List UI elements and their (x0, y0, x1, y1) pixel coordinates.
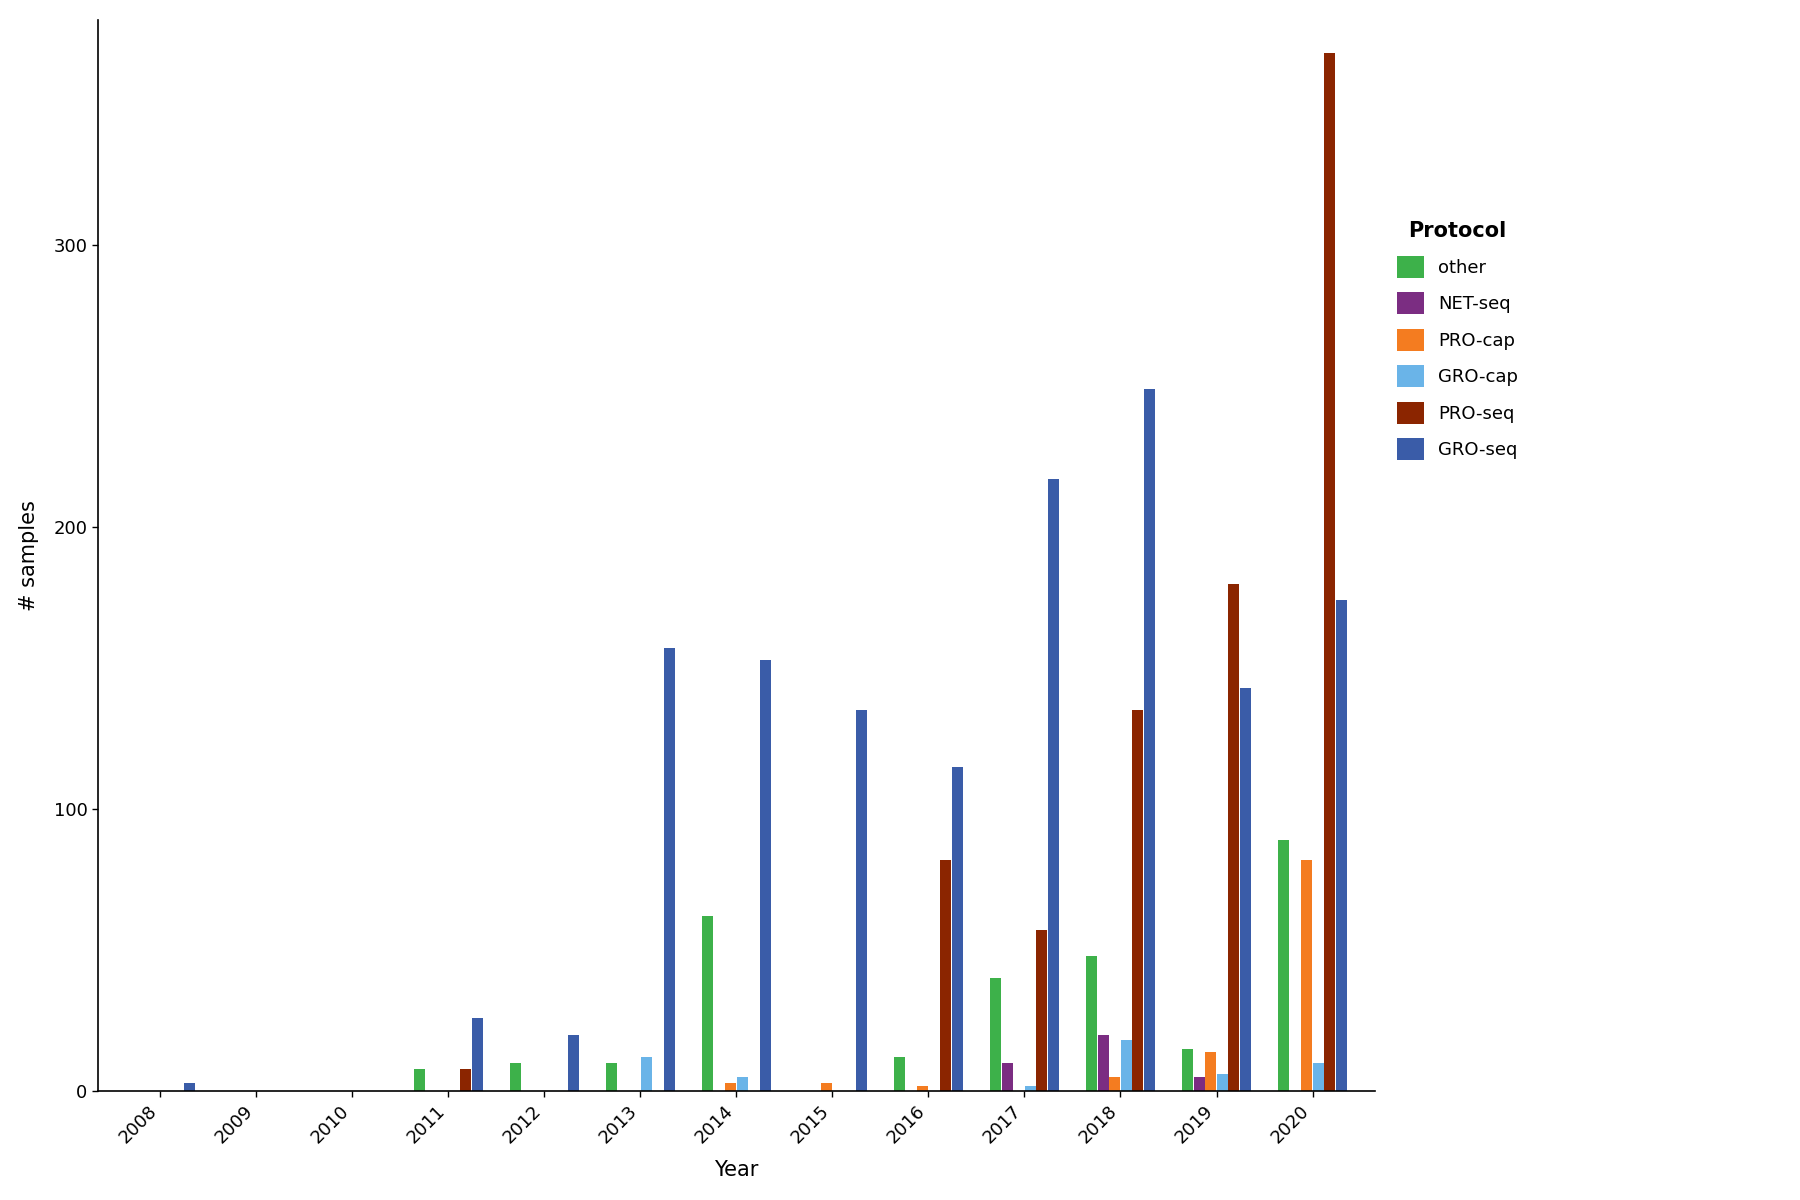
Bar (1301, 860, 1312, 1091)
Bar (1037, 930, 1048, 1091)
Bar (607, 1063, 617, 1091)
Bar (918, 1086, 929, 1091)
Bar (1336, 600, 1346, 1091)
Bar (760, 660, 770, 1091)
Bar (855, 710, 866, 1091)
Bar (1278, 840, 1289, 1091)
Bar (461, 1069, 472, 1091)
Bar (509, 1063, 520, 1091)
Bar (472, 1018, 482, 1091)
Bar (940, 860, 950, 1091)
Bar (414, 1069, 425, 1091)
Y-axis label: # samples: # samples (20, 500, 40, 611)
Bar (1206, 1051, 1217, 1091)
Bar (1193, 1078, 1204, 1091)
Bar (1109, 1078, 1120, 1091)
Bar (1024, 1086, 1035, 1091)
Bar (1003, 1063, 1013, 1091)
Bar (1183, 1049, 1193, 1091)
Bar (895, 1057, 905, 1091)
Bar (1217, 1074, 1228, 1091)
Bar (952, 767, 963, 1091)
Bar (664, 648, 675, 1091)
X-axis label: Year: Year (715, 1160, 758, 1181)
Bar (821, 1082, 832, 1091)
Bar (1085, 956, 1098, 1091)
Bar (184, 1082, 194, 1091)
Bar (1240, 688, 1251, 1091)
Bar (1228, 583, 1238, 1091)
Bar (702, 917, 713, 1091)
Bar (1121, 1040, 1132, 1091)
Bar (736, 1078, 747, 1091)
Bar (641, 1057, 652, 1091)
Bar (990, 978, 1001, 1091)
Bar (1325, 53, 1336, 1091)
Bar (1143, 389, 1156, 1091)
Bar (1098, 1034, 1109, 1091)
Bar (1048, 479, 1058, 1091)
Bar (1132, 710, 1143, 1091)
Bar (1312, 1063, 1323, 1091)
Bar (725, 1082, 736, 1091)
Legend: other, NET-seq, PRO-cap, GRO-cap, PRO-seq, GRO-seq: other, NET-seq, PRO-cap, GRO-cap, PRO-se… (1388, 212, 1528, 469)
Bar (567, 1034, 578, 1091)
